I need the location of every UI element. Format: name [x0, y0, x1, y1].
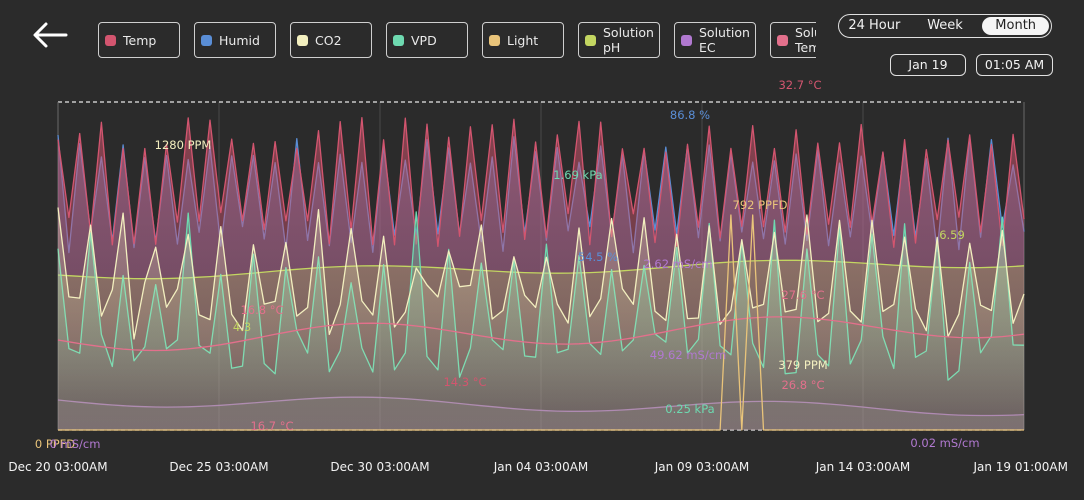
- date-picker-button[interactable]: Jan 19: [890, 54, 966, 76]
- legend-label: Solution EC: [699, 25, 750, 55]
- legend-label: Humid: [219, 32, 260, 48]
- annotation-label: 49.62 mS/cm: [650, 348, 726, 362]
- x-tick-label: Dec 30 03:00AM: [330, 460, 429, 474]
- legend-swatch: [681, 34, 692, 46]
- legend-swatch: [393, 34, 404, 46]
- annotation-label: 54.5 %: [578, 250, 618, 264]
- x-tick-label: Jan 14 03:00AM: [815, 460, 911, 474]
- series-area-co2: [58, 207, 1024, 430]
- annotation-label: 0 mS/cm: [50, 437, 101, 451]
- series-line-solution-temp: [57, 316, 1025, 352]
- back-arrow-icon[interactable]: [30, 20, 70, 50]
- annotation-label: 2.62 mS/cm: [643, 257, 712, 271]
- legend-label: Light: [507, 32, 539, 48]
- time-range-toggle: 24 Hour Week Month: [838, 14, 1052, 38]
- legend-row: Temp Humid CO2 VPD Light Solution pH Solution …: [98, 22, 816, 58]
- legend-chip-solution-ec[interactable]: Solution EC: [674, 22, 756, 58]
- legend-label: VPD: [411, 32, 437, 48]
- legend-label: CO2: [315, 32, 342, 48]
- range-tab-month[interactable]: Month: [982, 17, 1050, 35]
- legend-label: Solution pH: [603, 25, 654, 55]
- legend-chip-co2[interactable]: CO2: [290, 22, 372, 58]
- legend-chip-humid[interactable]: Humid: [194, 22, 276, 58]
- annotation-label: 0.25 kPa: [665, 402, 714, 416]
- legend-chip-solution-ph[interactable]: Solution pH: [578, 22, 660, 58]
- annotation-label: 0 PPFD: [35, 437, 75, 451]
- annotation-label: 792 PPFD: [733, 198, 788, 212]
- legend-swatch: [105, 34, 116, 46]
- x-tick-label: Dec 25 03:00AM: [169, 460, 268, 474]
- legend-chip-vpd[interactable]: VPD: [386, 22, 468, 58]
- legend-chip-temp[interactable]: Temp: [98, 22, 180, 58]
- annotation-label: 27.6 °C: [781, 288, 824, 302]
- series-line-temp: [57, 116, 1025, 248]
- x-tick-label: Jan 19 01:00AM: [972, 460, 1068, 474]
- annotation-label: 14.3 °C: [443, 375, 486, 389]
- x-tick-label: Jan 04 03:00AM: [493, 460, 589, 474]
- range-tab-24-hour[interactable]: 24 Hour: [848, 18, 901, 33]
- annotation-label: 32.7 °C: [778, 78, 821, 92]
- annotation-layer: 32.7 °C 86.8 % 1280 PPM 1.69 kPa 792 PPFD 6.5…: [35, 78, 980, 451]
- range-tab-week[interactable]: Week: [927, 18, 963, 33]
- annotation-label: 16.7 °C: [250, 419, 293, 433]
- series-line-co2: [57, 207, 1025, 340]
- annotation-label: 379 PPM: [778, 358, 827, 372]
- annotation-label: 4.3: [233, 320, 251, 334]
- annotation-label: 1.69 kPa: [553, 168, 602, 182]
- legend-swatch: [297, 34, 308, 46]
- annotation-label: 26.8 °C: [781, 378, 824, 392]
- x-tick-label: Jan 09 03:00AM: [654, 460, 750, 474]
- annotation-label: 0.02 mS/cm: [910, 436, 979, 450]
- series-layer: [57, 116, 1025, 431]
- annotation-label: 1280 PPM: [155, 138, 212, 152]
- legend-swatch: [201, 34, 212, 46]
- legend-chip-solution-temp[interactable]: Solution Temp: [770, 22, 816, 58]
- legend-chip-light[interactable]: Light: [482, 22, 564, 58]
- time-picker-button[interactable]: 01:05 AM: [976, 54, 1053, 76]
- legend-label: Temp: [123, 32, 157, 48]
- legend: Temp Humid CO2 VPD Light Solution pH Solution …: [98, 22, 816, 60]
- annotation-label: 6.59: [939, 228, 965, 242]
- legend-swatch: [489, 34, 500, 46]
- legend-label: Solution Temp: [795, 25, 816, 55]
- series-line-light: [58, 214, 1024, 431]
- x-tick-label: Dec 20 03:00AM: [8, 460, 107, 474]
- annotation-label: 86.8 %: [670, 108, 710, 122]
- x-axis-ticks: Dec 20 03:00AM Dec 25 03:00AM Dec 30 03:00…: [8, 460, 1068, 474]
- legend-swatch: [777, 34, 788, 46]
- legend-swatch: [585, 34, 596, 46]
- annotation-label: 16.8 °C: [240, 303, 283, 317]
